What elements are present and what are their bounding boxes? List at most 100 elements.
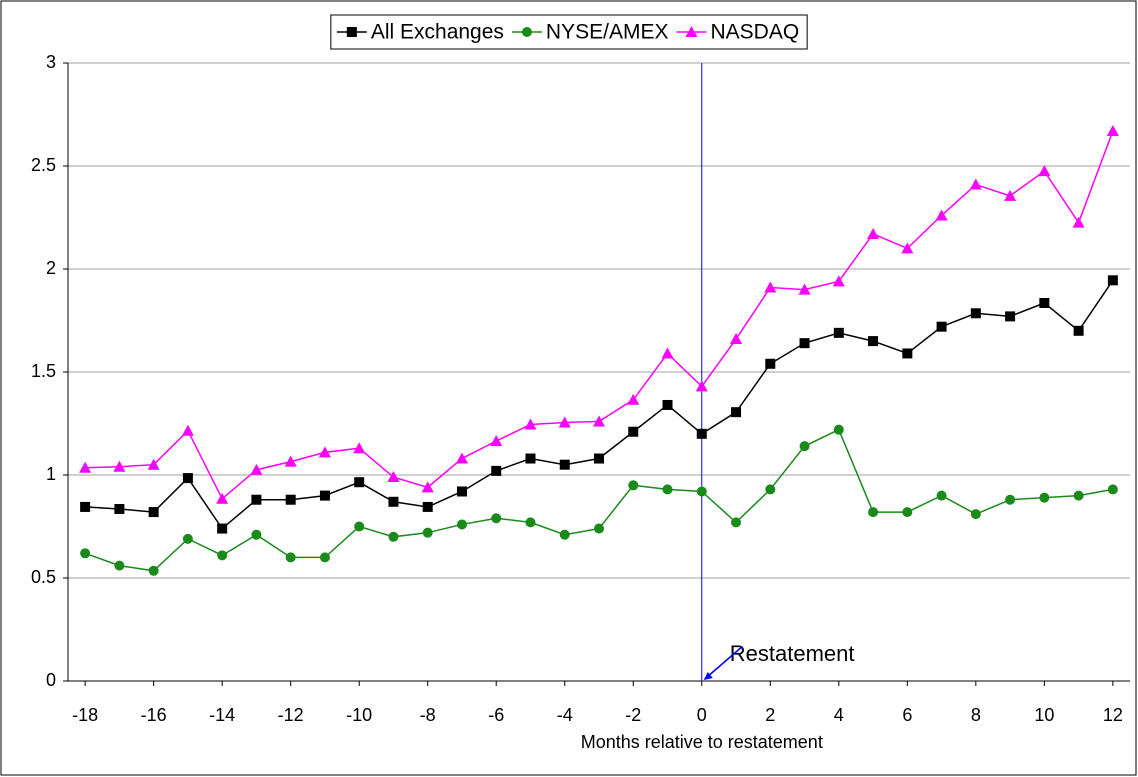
marker-triangle bbox=[730, 333, 743, 345]
marker-circle bbox=[799, 441, 810, 452]
marker-circle bbox=[80, 548, 91, 559]
marker-triangle bbox=[1106, 124, 1119, 136]
marker-triangle bbox=[79, 461, 92, 473]
marker-circle bbox=[456, 519, 467, 530]
marker-square bbox=[1073, 325, 1084, 336]
y-tick-label: 1.5 bbox=[31, 361, 56, 381]
marker-triangle bbox=[1072, 216, 1085, 228]
y-tick-label: 1 bbox=[46, 464, 56, 484]
marker-circle bbox=[1039, 492, 1050, 503]
marker-square bbox=[936, 321, 947, 332]
marker-square bbox=[388, 496, 399, 507]
marker-square bbox=[696, 428, 707, 439]
marker-square bbox=[559, 459, 570, 470]
marker-square bbox=[525, 453, 536, 464]
marker-square bbox=[80, 501, 91, 512]
marker-triangle bbox=[113, 460, 126, 472]
marker-circle bbox=[936, 490, 947, 501]
marker-triangle bbox=[695, 380, 708, 392]
x-tick-label: -14 bbox=[209, 705, 235, 725]
y-tick-label: 0.5 bbox=[31, 567, 56, 587]
marker-circle bbox=[833, 424, 844, 435]
marker-circle bbox=[319, 552, 330, 563]
marker-square bbox=[902, 348, 913, 359]
marker-square bbox=[354, 477, 365, 488]
marker-circle bbox=[868, 507, 879, 518]
x-tick-label: -6 bbox=[488, 705, 504, 725]
marker-triangle bbox=[1038, 165, 1051, 177]
x-tick-label: -16 bbox=[141, 705, 167, 725]
x-tick-label: -8 bbox=[420, 705, 436, 725]
marker-square bbox=[628, 426, 639, 437]
x-tick-label: -12 bbox=[278, 705, 304, 725]
x-axis-label: Months relative to restatement bbox=[581, 732, 823, 752]
legend-label: All Exchanges bbox=[371, 21, 504, 44]
x-tick-label: 4 bbox=[834, 705, 844, 725]
marker-circle bbox=[525, 517, 536, 528]
marker-square bbox=[1039, 297, 1050, 308]
marker-triangle bbox=[216, 492, 229, 504]
marker-square bbox=[765, 358, 776, 369]
annotation-arrow bbox=[704, 646, 743, 680]
marker-circle bbox=[559, 529, 570, 540]
marker-triangle bbox=[147, 458, 160, 470]
marker-square bbox=[799, 338, 810, 349]
legend-box bbox=[330, 14, 808, 50]
y-tick-label: 2.5 bbox=[31, 155, 56, 175]
marker-triangle bbox=[969, 178, 982, 190]
marker-circle bbox=[1005, 494, 1016, 505]
marker-circle bbox=[902, 507, 913, 518]
x-tick-label: 10 bbox=[1034, 705, 1054, 725]
marker-circle bbox=[422, 527, 433, 538]
marker-circle bbox=[696, 486, 707, 497]
x-tick-label: -2 bbox=[625, 705, 641, 725]
x-tick-label: 8 bbox=[971, 705, 981, 725]
marker-triangle bbox=[181, 424, 194, 436]
marker-triangle bbox=[524, 418, 537, 430]
marker-triangle bbox=[455, 452, 468, 464]
marker-square bbox=[251, 494, 262, 505]
marker-triangle bbox=[685, 26, 698, 37]
marker-triangle bbox=[764, 281, 777, 293]
marker-square bbox=[456, 486, 467, 497]
marker-triangle bbox=[867, 227, 880, 239]
marker-square bbox=[970, 308, 981, 319]
marker-circle bbox=[731, 517, 742, 528]
marker-square bbox=[594, 453, 604, 464]
marker-triangle bbox=[284, 455, 297, 467]
legend: All Exchanges NYSE/AMEX NASDAQ bbox=[330, 14, 808, 50]
marker-circle bbox=[1073, 490, 1084, 501]
marker-square bbox=[319, 490, 330, 501]
marker-circle bbox=[491, 513, 502, 524]
marker-circle bbox=[217, 550, 228, 561]
marker-square bbox=[217, 523, 228, 534]
marker-triangle bbox=[318, 446, 331, 458]
marker-circle bbox=[182, 533, 193, 544]
x-tick-label: 2 bbox=[765, 705, 775, 725]
marker-square bbox=[868, 336, 879, 347]
marker-triangle bbox=[901, 242, 914, 254]
legend-label: NYSE/AMEX bbox=[546, 21, 669, 44]
marker-circle bbox=[388, 531, 399, 542]
marker-triangle bbox=[832, 275, 845, 287]
x-tick-label: -4 bbox=[557, 705, 573, 725]
marker-circle bbox=[251, 529, 262, 540]
x-tick-label: 0 bbox=[697, 705, 707, 725]
annotation-text: Restatement bbox=[730, 641, 855, 666]
marker-circle bbox=[354, 521, 365, 532]
y-tick-label: 3 bbox=[46, 52, 56, 72]
marker-circle bbox=[148, 565, 159, 576]
arrow-head bbox=[703, 672, 713, 680]
legend-label: NASDAQ bbox=[710, 21, 799, 44]
marker-circle bbox=[521, 27, 532, 37]
marker-square bbox=[148, 507, 159, 518]
y-tick-label: 2 bbox=[46, 258, 56, 278]
marker-circle bbox=[1107, 484, 1118, 495]
marker-circle bbox=[285, 552, 296, 563]
x-tick-label: 6 bbox=[902, 705, 912, 725]
marker-triangle bbox=[627, 393, 640, 405]
marker-circle bbox=[628, 480, 639, 491]
marker-triangle bbox=[558, 416, 571, 428]
marker-square bbox=[1005, 311, 1016, 322]
